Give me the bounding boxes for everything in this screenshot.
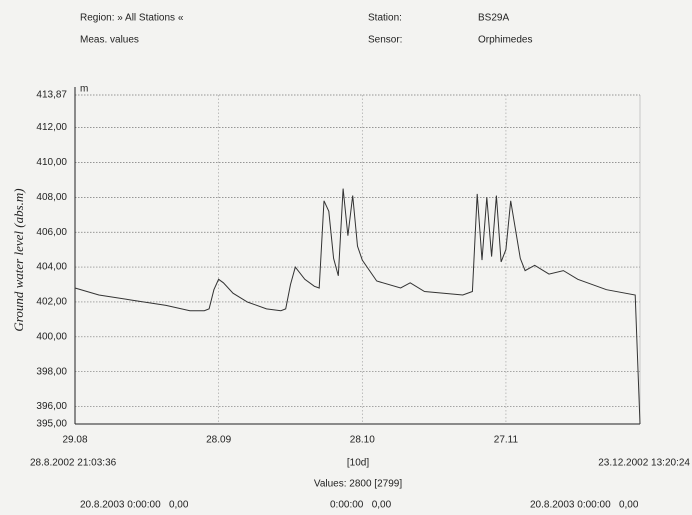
region: Region: » All Stations «: [80, 13, 184, 24]
x-tick-label: 29.08: [62, 435, 87, 446]
y-tick-label: 395,00: [36, 419, 67, 430]
end-time: 23.12.2002 13:20:24: [598, 458, 690, 469]
y-tick-label: 404,00: [36, 262, 67, 273]
start-time: 28.8.2002 21:03:36: [30, 458, 117, 469]
y-tick-label: 413,87: [36, 90, 67, 101]
y-tick-label: 410,00: [36, 157, 67, 168]
y-tick-label: 396,00: [36, 401, 67, 412]
y-axis-label: Ground water level (abs.m): [11, 188, 26, 331]
data-line: [74, 188, 641, 425]
y-tick-label: 412,00: [36, 122, 67, 133]
footer-middle: 0:00:00 0,00: [330, 500, 392, 511]
footer-right: 20.8.2003 0:00:00 0,00: [530, 500, 639, 511]
y-tick-label: 408,00: [36, 192, 67, 203]
station: BS29A: [478, 13, 509, 24]
footer-left: 20.8.2003 0:00:00 0,00: [80, 500, 189, 511]
y-tick-label: 400,00: [36, 331, 67, 342]
station-label: Station:: [368, 13, 402, 24]
y-tick-label: 402,00: [36, 297, 67, 308]
sensor: Orphimedes: [478, 35, 532, 46]
x-tick-label: 28.10: [350, 435, 375, 446]
sensor-label: Sensor:: [368, 35, 402, 46]
x-tick-label: 28.09: [206, 435, 231, 446]
y-tick-label: 398,00: [36, 366, 67, 377]
meas-values: Meas. values: [80, 35, 139, 46]
y-unit: m: [80, 84, 88, 95]
values-count: Values: 2800 [2799]: [314, 479, 402, 490]
x-tick-label: 27.11: [494, 435, 519, 446]
y-tick-label: 406,00: [36, 227, 67, 238]
interval: [10d]: [347, 458, 369, 469]
